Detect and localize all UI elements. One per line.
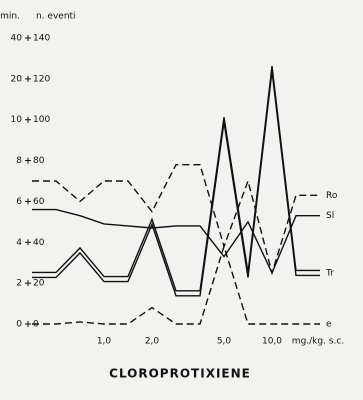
y2-tick-label: 4: [16, 238, 22, 248]
y-tick-label: 20: [33, 279, 45, 289]
y-tick-label: 40: [33, 238, 45, 248]
x-axis-label: mg./kg. s.c.: [292, 337, 344, 347]
series-line: [32, 163, 320, 276]
y-tick-label: 100: [33, 115, 50, 125]
series-line: [32, 208, 320, 275]
y-tick-label: 80: [33, 156, 45, 166]
y2-tick-label: 6: [16, 197, 22, 207]
series-label: Ro: [326, 191, 338, 201]
series-line: [32, 66, 320, 292]
x-tick-label: 2,0: [145, 337, 160, 347]
y2-tick-label: 0: [16, 320, 22, 330]
y2-tick-label: 8: [16, 156, 22, 166]
x-tick-label: 10,0: [262, 337, 282, 347]
y2-axis-label: min.: [0, 12, 20, 22]
y-tick-label: 60: [33, 197, 45, 207]
series-line: [32, 244, 320, 325]
series-label: e: [326, 320, 332, 330]
y-tick-label: 120: [33, 74, 50, 84]
series-line: [32, 71, 320, 297]
chart-title: CLOROPROTIXIENE: [109, 367, 251, 381]
y2-tick-label: 20: [11, 74, 23, 84]
y2-tick-label: 40: [11, 34, 23, 44]
x-tick-label: 5,0: [217, 337, 232, 347]
y2-tick-label: 10: [11, 115, 23, 125]
y2-tick-label: 2: [16, 279, 22, 289]
y-tick-label: 140: [33, 34, 50, 44]
x-tick-label: 1,0: [97, 337, 112, 347]
series-label: Tr: [325, 268, 334, 278]
y-axis-label: n. eventi: [36, 12, 76, 22]
series-label: Sl: [326, 211, 334, 221]
